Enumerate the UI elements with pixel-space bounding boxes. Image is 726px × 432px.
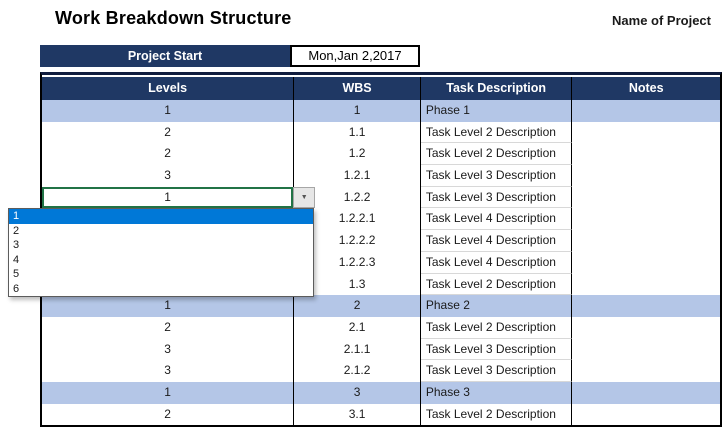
cell-level[interactable]: 3 ▼ <box>42 360 295 382</box>
cell-task[interactable]: Task Level 2 Description <box>420 316 573 339</box>
dropdown-option[interactable]: 1 <box>9 209 313 224</box>
table-row: 1 ▼ 3 Phase 3 <box>42 381 720 404</box>
cell-task[interactable]: Task Level 3 Description <box>420 338 573 361</box>
column-header-task-description[interactable]: Task Description <box>421 77 573 100</box>
table-row: 2 ▼ 3.1 Task Level 2 Description <box>42 403 720 426</box>
cell-notes[interactable] <box>572 122 720 144</box>
cell-notes[interactable] <box>572 317 720 339</box>
cell-level[interactable]: 1 ▼ <box>42 381 295 404</box>
cell-level[interactable]: 2 ▼ <box>42 121 295 144</box>
cell-wbs[interactable]: 2.1.2 <box>294 360 421 382</box>
cell-level-value: 2 <box>164 319 171 334</box>
cell-task[interactable]: Task Level 3 Description <box>420 165 573 187</box>
table-body: 1 ▼ 1 Phase 1 2 ▼ 1.1 Task Level 2 Descr… <box>42 100 720 426</box>
page-title: Work Breakdown Structure <box>55 8 292 28</box>
project-start-label-cell[interactable]: Project Start <box>40 45 290 67</box>
cell-notes[interactable] <box>572 404 720 426</box>
cell-level-value: 2 <box>164 124 171 139</box>
cell-level[interactable]: 1 ▼ <box>42 295 295 317</box>
project-start-value-cell[interactable]: Mon,Jan 2,2017 <box>290 45 420 67</box>
cell-level[interactable]: 1 ▼ <box>42 100 295 122</box>
column-header-notes[interactable]: Notes <box>628 81 664 95</box>
project-name-label: Name of Project <box>612 13 711 28</box>
cell-task[interactable]: Phase 3 <box>421 381 573 404</box>
cell-level-value: 3 <box>164 363 171 378</box>
dropdown-option[interactable]: 3 <box>13 239 20 252</box>
cell-task[interactable]: Task Level 2 Description <box>421 403 573 426</box>
cell-task[interactable]: Task Level 2 Description <box>420 121 573 144</box>
cell-notes[interactable] <box>572 100 720 122</box>
cell-level-value: 2 <box>164 146 171 161</box>
cell-wbs[interactable]: 3 <box>294 381 421 404</box>
cell-task[interactable]: Task Level 4 Description <box>420 230 573 252</box>
wbs-table: Levels WBS Task Description Notes 1 ▼ 1 … <box>40 72 722 428</box>
table-row: 3 ▼ 2.1.1 Task Level 3 Description <box>42 338 720 361</box>
table-row: 1 ▼ 1.2.2 Task Level 3 Description <box>42 186 720 209</box>
cell-notes[interactable] <box>572 230 720 252</box>
column-header-wbs[interactable]: WBS <box>294 77 421 100</box>
cell-level[interactable]: 2 ▼ <box>42 316 295 339</box>
cell-notes[interactable] <box>572 165 720 187</box>
cell-notes[interactable] <box>572 143 720 165</box>
cell-wbs[interactable]: 1.2.2.2 <box>294 230 421 252</box>
dropdown-option[interactable]: 5 <box>13 268 20 281</box>
cell-task[interactable]: Task Level 4 Description <box>420 251 573 274</box>
cell-level[interactable]: 3 ▼ <box>42 338 295 361</box>
table-row: 2 ▼ 1.2 Task Level 2 Description <box>42 143 720 166</box>
cell-wbs[interactable]: 3.1 <box>294 403 421 426</box>
cell-level[interactable]: 2 ▼ <box>42 403 295 426</box>
cell-task[interactable]: Task Level 4 Description <box>420 208 573 231</box>
cell-wbs[interactable]: 1.1 <box>294 121 421 144</box>
cell-notes[interactable] <box>572 187 720 209</box>
cell-wbs[interactable]: 1 <box>294 100 421 122</box>
cell-wbs[interactable]: 2 <box>294 295 421 317</box>
cell-wbs[interactable]: 1.2.2.3 <box>294 251 421 274</box>
cell-wbs[interactable]: 1.3 <box>294 273 421 296</box>
cell-notes[interactable] <box>572 208 720 230</box>
cell-wbs[interactable]: 2.1.1 <box>294 338 421 361</box>
chevron-down-icon: ▼ <box>300 194 308 202</box>
cell-level[interactable]: 2 ▼ <box>42 143 295 166</box>
cell-wbs[interactable]: 1.2.2 <box>294 186 421 209</box>
cell-task[interactable]: Task Level 3 Description <box>420 186 573 209</box>
dropdown-arrow-button[interactable]: ▼ <box>293 186 316 209</box>
dropdown-option[interactable]: 4 <box>13 253 20 266</box>
column-header-levels[interactable]: Levels <box>42 77 295 100</box>
table-row: 2 ▼ 1.1 Task Level 2 Description <box>42 121 720 144</box>
cell-level-value: 3 <box>164 168 171 183</box>
cell-notes[interactable] <box>572 252 720 274</box>
cell-task[interactable]: Task Level 2 Description <box>420 273 573 296</box>
cell-wbs[interactable]: 1.2.2.1 <box>294 208 421 231</box>
cell-level[interactable]: 3 ▼ <box>42 165 295 187</box>
cell-level-value: 3 <box>164 341 171 356</box>
cell-level-value: 1 <box>164 298 171 313</box>
cell-notes[interactable] <box>572 274 720 296</box>
cell-task[interactable]: Task Level 3 Description <box>420 360 573 382</box>
cell-wbs[interactable]: 1.2 <box>294 143 421 166</box>
cell-level[interactable]: 1 ▼ <box>42 186 316 209</box>
table-row: 3 ▼ 2.1.2 Task Level 3 Description <box>42 360 720 382</box>
cell-task[interactable]: Phase 1 <box>421 100 573 122</box>
table-row: 1 ▼ 2 Phase 2 <box>42 295 720 317</box>
table-row: 1 ▼ 1 Phase 1 <box>42 100 720 122</box>
cell-notes[interactable] <box>572 360 720 382</box>
cell-level-value: 1 <box>164 384 171 399</box>
dropdown-option[interactable]: 6 <box>13 282 20 295</box>
dropdown-option[interactable]: 2 <box>13 224 20 237</box>
cell-notes[interactable] <box>572 382 720 404</box>
cell-notes[interactable] <box>572 339 720 361</box>
cell-level-value: 1 <box>164 189 171 204</box>
table-row: 2 ▼ 2.1 Task Level 2 Description <box>42 316 720 339</box>
cell-level-value: 1 <box>164 103 171 117</box>
cell-task[interactable]: Phase 2 <box>421 295 573 317</box>
cell-task[interactable]: Task Level 2 Description <box>420 143 573 166</box>
cell-wbs[interactable]: 1.2.1 <box>294 165 421 187</box>
cell-level-value: 2 <box>164 406 171 421</box>
cell-notes[interactable] <box>572 295 720 317</box>
cell-wbs[interactable]: 2.1 <box>294 316 421 339</box>
table-row: 3 ▼ 1.2.1 Task Level 3 Description <box>42 165 720 187</box>
table-header-row: Levels WBS Task Description Notes <box>42 77 720 100</box>
